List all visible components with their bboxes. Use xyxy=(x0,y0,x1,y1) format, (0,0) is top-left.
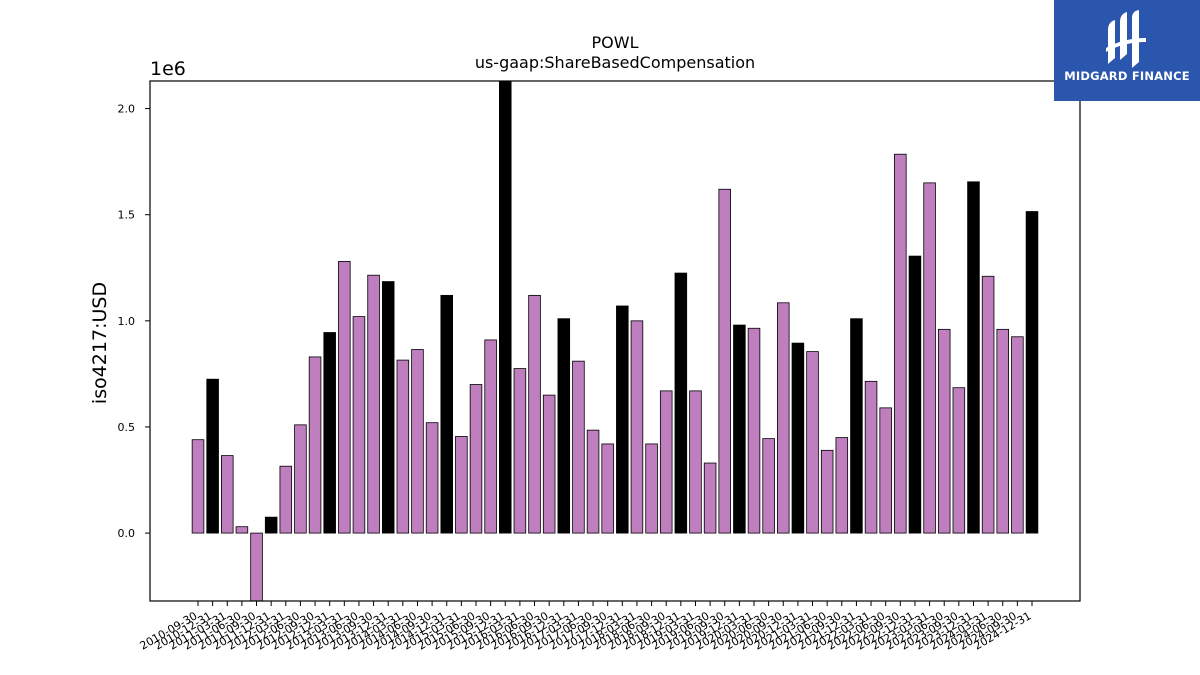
bar-2015-09-30 xyxy=(484,339,497,534)
plot-frame xyxy=(149,80,1081,602)
bar-2014-09-30 xyxy=(425,422,439,534)
bar-2016-03-31 xyxy=(513,368,527,534)
bar-2015-12-31 xyxy=(499,81,512,534)
logo-text: MIDGARD FINANCE xyxy=(1064,69,1190,83)
bar-2021-03-31 xyxy=(806,351,819,534)
x-axis: 2010-09-302010-12-312011-03-312011-06-30… xyxy=(138,601,1034,653)
bar-2013-03-31 xyxy=(338,261,351,534)
midgard-finance-logo: MIDGARD FINANCE xyxy=(1054,0,1200,101)
bar-2013-06-30 xyxy=(352,316,366,534)
bar-2012-03-31 xyxy=(279,465,293,534)
bar-2012-09-30 xyxy=(308,356,322,534)
bar-2018-09-30 xyxy=(659,390,673,534)
bar-2011-03-31 xyxy=(221,455,234,534)
bar-2013-09-30 xyxy=(367,274,380,534)
bar-2012-12-31 xyxy=(323,332,336,534)
logo-mark-icon xyxy=(1106,10,1146,68)
bar-2024-06-30 xyxy=(996,328,1009,534)
bar-2022-12-31 xyxy=(908,255,922,534)
bar-2014-03-31 xyxy=(396,359,410,534)
bar-2022-09-30 xyxy=(894,153,907,534)
bar-2024-12-31 xyxy=(1025,211,1039,534)
chart-subtitle: us-gaap:ShareBasedCompensation xyxy=(475,53,755,72)
bar-2015-06-30 xyxy=(469,384,483,534)
bar-2021-09-30 xyxy=(835,437,849,534)
y-tick-label: 2.0 xyxy=(118,103,136,116)
bar-2023-06-30 xyxy=(937,328,951,534)
bar-2018-06-30 xyxy=(645,443,658,534)
y-axis: 0.0 0.5 1.0 1.5 2.0 xyxy=(118,103,150,540)
bar-2013-12-31 xyxy=(381,281,395,534)
bars-group xyxy=(191,81,1039,601)
bar-2019-06-30 xyxy=(703,462,717,534)
bar-2022-03-31 xyxy=(864,380,878,534)
bar-2010-12-31 xyxy=(206,378,219,534)
bar-2010-09-30 xyxy=(191,439,205,534)
bar-2024-09-30 xyxy=(1011,336,1024,534)
bar-2024-03-31 xyxy=(981,275,995,534)
bar-2020-12-31 xyxy=(791,342,805,534)
bar-2018-03-31 xyxy=(630,320,644,534)
bar-2023-03-31 xyxy=(923,182,936,534)
bar-2011-12-31 xyxy=(264,516,278,534)
bar-2020-09-30 xyxy=(777,302,790,534)
bar-2016-09-30 xyxy=(542,394,556,534)
bar-2023-09-30 xyxy=(952,387,966,534)
bar-2019-09-30 xyxy=(718,188,731,534)
bar-2011-06-30 xyxy=(235,526,249,534)
bar-2023-12-31 xyxy=(967,181,980,534)
bar-2019-12-31 xyxy=(733,324,746,534)
bar-2011-09-30 xyxy=(250,532,263,601)
bar-2017-09-30 xyxy=(601,443,614,534)
chart-title: POWL xyxy=(592,33,639,52)
y-multiplier-label: 1e6 xyxy=(150,58,186,80)
bar-2020-03-31 xyxy=(747,327,761,534)
y-axis-label: iso4217:USD xyxy=(89,282,111,404)
bar-2019-03-31 xyxy=(689,390,702,534)
bar-2015-03-31 xyxy=(455,436,468,534)
bar-2017-12-31 xyxy=(616,305,629,534)
y-tick-label: 1.0 xyxy=(118,315,136,328)
bar-2022-06-30 xyxy=(879,407,892,534)
bar-2012-06-30 xyxy=(294,424,307,534)
bar-2021-12-31 xyxy=(850,318,863,534)
bar-2020-06-30 xyxy=(762,438,775,534)
y-tick-label: 0.5 xyxy=(118,421,136,434)
bar-2014-06-30 xyxy=(411,349,424,534)
bar-2021-06-30 xyxy=(820,449,834,534)
bar-2017-06-30 xyxy=(586,429,600,534)
bar-2017-03-31 xyxy=(572,360,585,534)
bar-2014-12-31 xyxy=(440,294,453,534)
bar-2016-06-30 xyxy=(528,294,541,534)
bar-2018-12-31 xyxy=(674,272,688,534)
y-tick-label: 0.0 xyxy=(118,527,136,540)
y-tick-label: 1.5 xyxy=(118,209,136,222)
bar-2016-12-31 xyxy=(557,318,571,534)
